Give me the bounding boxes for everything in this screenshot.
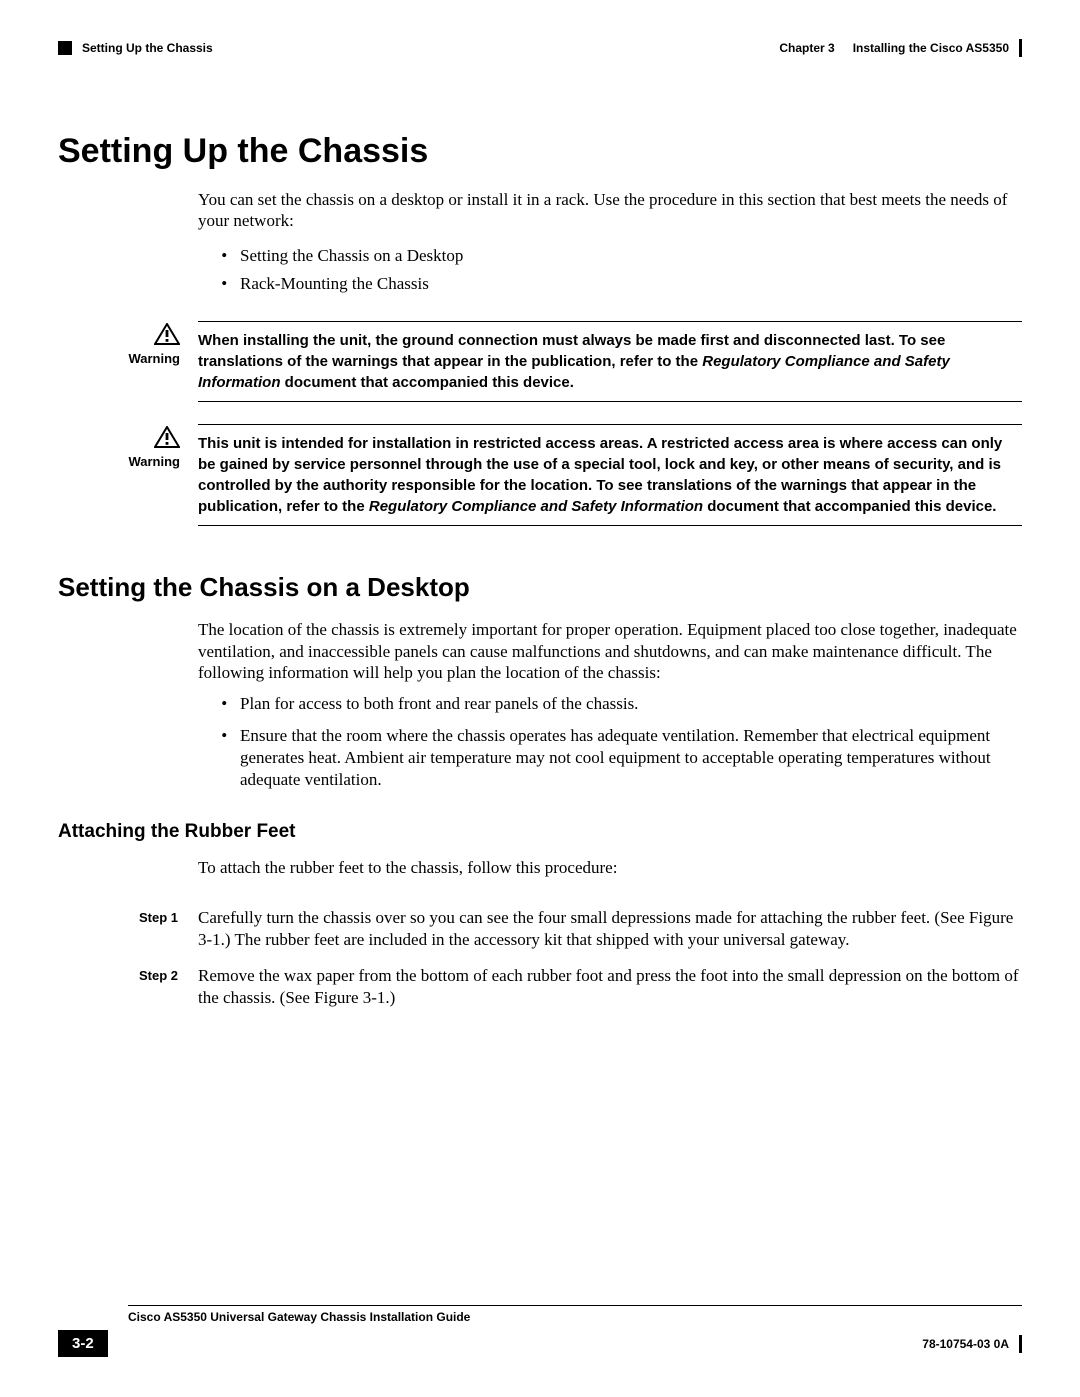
- header-square-icon: [58, 41, 72, 55]
- page-footer: Cisco AS5350 Universal Gateway Chassis I…: [58, 1305, 1022, 1357]
- step-row-1: Step 1 Carefully turn the chassis over s…: [58, 907, 1022, 951]
- warning-block-1: Warning When installing the unit, the gr…: [58, 321, 1022, 402]
- footer-doc-text: 78-10754-03 0A: [922, 1337, 1009, 1351]
- warning-text-1: When installing the unit, the ground con…: [198, 321, 1022, 402]
- feet-intro-paragraph: To attach the rubber feet to the chassis…: [198, 857, 1022, 878]
- list-item: Rack-Mounting the Chassis: [240, 270, 1022, 299]
- step-row-2: Step 2 Remove the wax paper from the bot…: [58, 965, 1022, 1009]
- footer-doc-number: 78-10754-03 0A: [922, 1335, 1022, 1353]
- warning-text-segment: document that accompanied this device.: [703, 498, 996, 515]
- header-right: Chapter 3 Installing the Cisco AS5350: [779, 39, 1022, 57]
- header-chapter-title: Installing the Cisco AS5350: [853, 41, 1009, 55]
- warning-text-italic: Regulatory Compliance and Safety Informa…: [369, 498, 703, 515]
- step-label: Step 1: [58, 907, 198, 925]
- heading-1: Setting Up the Chassis: [58, 132, 1022, 171]
- page-number-box: 3-2: [58, 1330, 108, 1357]
- page-header: Setting Up the Chassis Chapter 3 Install…: [58, 38, 1022, 58]
- step-label: Step 2: [58, 965, 198, 983]
- warning-text-2: This unit is intended for installation i…: [198, 424, 1022, 526]
- footer-bar-icon: [1019, 1335, 1022, 1353]
- footer-rule: [128, 1305, 1022, 1306]
- warning-icon-column: Warning: [58, 321, 180, 366]
- step-text: Carefully turn the chassis over so you c…: [198, 907, 1022, 951]
- footer-guide-title: Cisco AS5350 Universal Gateway Chassis I…: [128, 1310, 1022, 1324]
- warning-icon-column: Warning: [58, 424, 180, 469]
- warning-label: Warning: [128, 454, 180, 469]
- header-chapter: Chapter 3 Installing the Cisco AS5350: [779, 39, 1009, 57]
- footer-row: 3-2 78-10754-03 0A: [58, 1330, 1022, 1357]
- warning-triangle-icon: [154, 426, 180, 448]
- header-chapter-num: Chapter 3: [779, 41, 834, 55]
- intro-bullet-list: Setting the Chassis on a Desktop Rack-Mo…: [198, 242, 1022, 300]
- warning-block-2: Warning This unit is intended for instal…: [58, 424, 1022, 526]
- header-section-title: Setting Up the Chassis: [82, 41, 213, 55]
- heading-3: Attaching the Rubber Feet: [58, 821, 1022, 843]
- header-bar-icon: [1019, 39, 1022, 57]
- list-item: Plan for access to both front and rear p…: [240, 693, 1022, 715]
- desktop-intro-paragraph: The location of the chassis is extremely…: [198, 619, 1022, 683]
- intro-paragraph: You can set the chassis on a desktop or …: [198, 189, 1022, 232]
- list-item: Setting the Chassis on a Desktop: [240, 242, 1022, 271]
- list-item: Ensure that the room where the chassis o…: [240, 725, 1022, 791]
- warning-text-segment: document that accompanied this device.: [281, 374, 574, 391]
- warning-triangle-icon: [154, 323, 180, 345]
- heading-2: Setting the Chassis on a Desktop: [58, 572, 1022, 603]
- header-left: Setting Up the Chassis: [58, 41, 213, 55]
- step-text: Remove the wax paper from the bottom of …: [198, 965, 1022, 1009]
- desktop-bullet-list: Plan for access to both front and rear p…: [198, 693, 1022, 791]
- warning-label: Warning: [128, 351, 180, 366]
